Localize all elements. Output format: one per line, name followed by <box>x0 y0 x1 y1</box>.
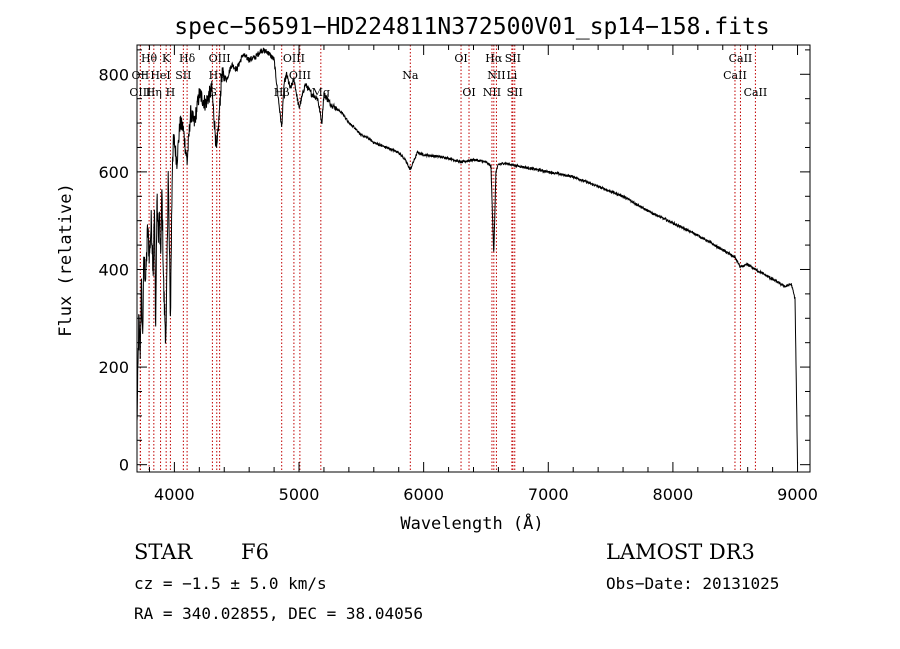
x-tick-label: 7000 <box>528 485 569 504</box>
y-tick-label: 800 <box>98 65 129 84</box>
spectral-line-label: Hθ <box>141 52 158 65</box>
spectral-line-label: Hβ <box>274 86 290 99</box>
obs-date-text: Obs−Date: 20131025 <box>606 574 779 593</box>
x-tick-label: 9000 <box>777 485 818 504</box>
redshift-text: cz = −1.5 ± 5.0 km/s <box>134 574 327 593</box>
x-axis-label: Wavelength (Å) <box>400 512 543 534</box>
spectral-line-label: OI <box>454 52 467 65</box>
x-axis-ticks: 4000 5000 6000 7000 8000 9000 <box>148 45 818 504</box>
spectral-line-label: CaII <box>723 69 747 82</box>
spectral-line-label: Li <box>506 69 517 82</box>
spectral-line-label: Na <box>402 69 419 82</box>
spectral-line-label: OII <box>132 69 150 82</box>
y-tick-label: 0 <box>119 456 129 475</box>
spectral-line-label: H <box>166 86 176 99</box>
spectral-line-label: CaII <box>729 52 753 65</box>
spectral-line-label: OIII <box>283 52 305 65</box>
spectral-line-label: Hα <box>485 52 503 65</box>
coordinates-text: RA = 340.02855, DEC = 38.04056 <box>134 604 423 623</box>
spectral-line-label: OIII <box>289 69 311 82</box>
spectral-line-label: OIII <box>209 52 231 65</box>
spectral-line-label: K <box>162 52 171 65</box>
spectral-line-label: OI <box>462 86 475 99</box>
x-tick-label: 5000 <box>279 485 320 504</box>
x-tick-label: 4000 <box>154 485 195 504</box>
spectral-line-label: SII <box>505 52 521 65</box>
plot-frame <box>136 44 811 473</box>
spectral-line-label: CaII <box>744 86 768 99</box>
spectral-line-label: HeI <box>150 69 170 82</box>
y-axis-ticks: 0 200 400 600 800 <box>98 49 810 475</box>
y-axis-label: Flux (relative) <box>56 183 76 337</box>
object-class: STAR <box>134 540 193 564</box>
y-tick-label: 600 <box>98 163 129 182</box>
x-tick-label: 6000 <box>403 485 444 504</box>
spectrum-line <box>136 47 798 464</box>
spectral-line-label: SII <box>507 86 523 99</box>
spectral-line-label: SII <box>175 69 191 82</box>
spectral-line-label: Hη <box>146 86 162 99</box>
x-tick-label: 8000 <box>653 485 694 504</box>
spectral-line-label: NII <box>487 69 505 82</box>
spectral-line-markers <box>139 45 756 472</box>
spectral-line-label: Hδ <box>179 52 196 65</box>
spectral-line-label: OIII <box>129 86 151 99</box>
survey-name: LAMOST DR3 <box>606 540 755 564</box>
y-tick-label: 400 <box>98 260 129 279</box>
spectral-line-label: NII <box>483 86 501 99</box>
chart-title: spec−56591−HD224811N372500V01_sp14−158.f… <box>174 14 769 40</box>
object-subclass: F6 <box>241 540 269 564</box>
y-tick-label: 200 <box>98 358 129 377</box>
